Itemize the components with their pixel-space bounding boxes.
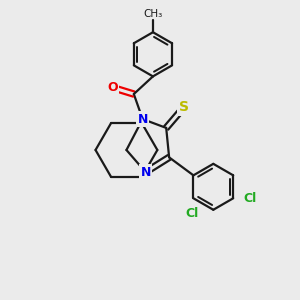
Text: CH₃: CH₃ <box>143 9 163 19</box>
Text: N: N <box>137 112 148 126</box>
Text: Cl: Cl <box>185 206 199 220</box>
Text: N: N <box>140 166 151 178</box>
Text: Cl: Cl <box>244 192 257 205</box>
Text: O: O <box>107 81 118 94</box>
Text: S: S <box>179 100 189 114</box>
